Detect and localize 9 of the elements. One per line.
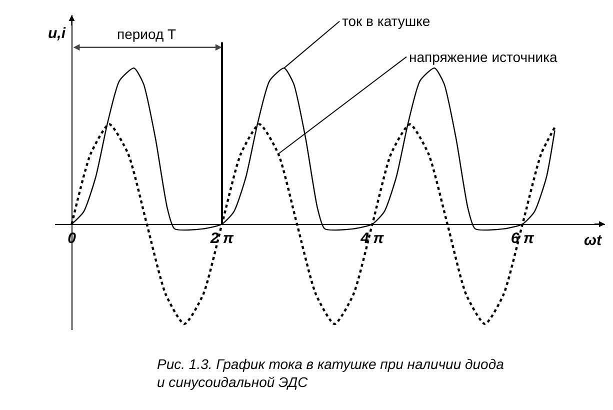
x-tick-label: 6 π xyxy=(510,230,534,248)
x-tick-label: 2 π xyxy=(209,230,234,248)
text: Рис. 1.3. График тока в катушке при наличии диода и синусоидальной ЭДС xyxy=(157,356,504,390)
text: напряжение источника xyxy=(409,49,558,65)
x-tick-label: 4 π xyxy=(360,230,384,248)
text: ток в катушке xyxy=(342,13,430,29)
x-axis-title: ωt xyxy=(584,232,603,249)
y-axis-title: u,i xyxy=(48,25,66,42)
text: период T xyxy=(117,26,177,42)
